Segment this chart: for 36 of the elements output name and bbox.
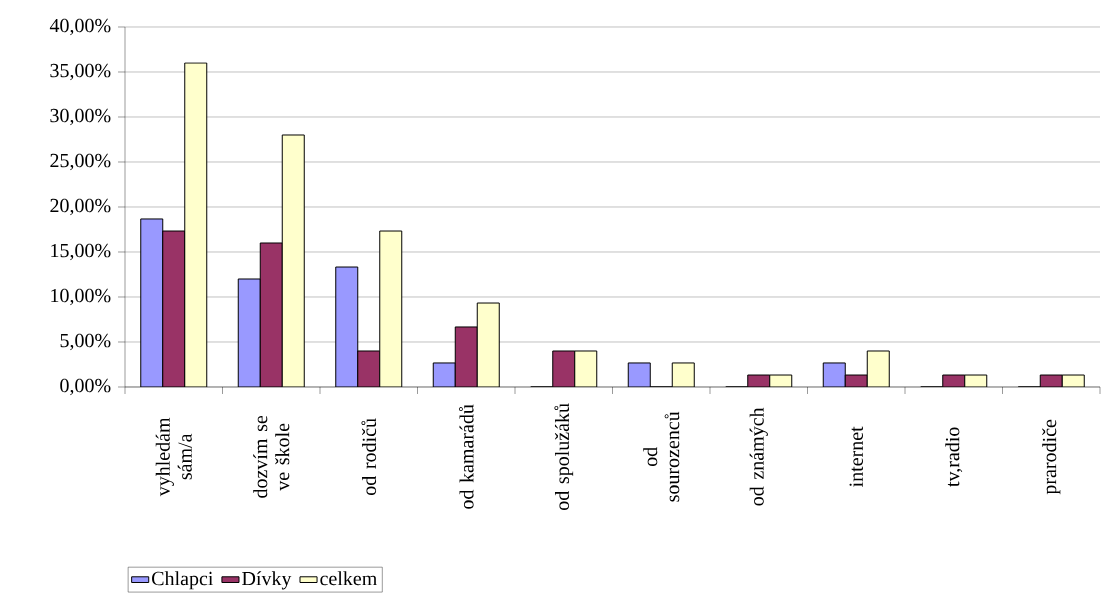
x-tick-label: od sourozenců bbox=[643, 411, 680, 502]
y-tick-label: 40,00% bbox=[49, 18, 111, 36]
bar bbox=[379, 230, 403, 387]
x-tick-label: od spolužáků bbox=[554, 403, 574, 510]
x-tick-label: prarodiče bbox=[1042, 419, 1061, 495]
bar bbox=[281, 134, 305, 387]
x-tick-label: dozvím se ve škole bbox=[253, 415, 290, 498]
bar bbox=[259, 242, 283, 387]
legend-label: Chlapci bbox=[152, 571, 214, 590]
bar bbox=[476, 302, 500, 387]
bar bbox=[162, 230, 186, 387]
bar bbox=[335, 266, 359, 387]
y-tick-label: 30,00% bbox=[50, 108, 111, 126]
bar bbox=[552, 350, 576, 387]
bar bbox=[866, 350, 890, 387]
bar bbox=[574, 350, 598, 387]
bar bbox=[454, 326, 478, 387]
y-tick-label: 5,00% bbox=[60, 333, 111, 351]
x-tick-label: od známých bbox=[749, 407, 768, 506]
x-tick-label: tv,radio bbox=[945, 427, 963, 487]
x-tick-label: od rodičů bbox=[361, 418, 377, 495]
bar bbox=[140, 218, 164, 387]
legend-label: celkem bbox=[320, 571, 377, 586]
bar bbox=[184, 62, 208, 387]
x-tick-label: vyhledám sám/a bbox=[155, 417, 192, 497]
y-tick-label: 20,00% bbox=[50, 198, 111, 216]
x-tick-label: od kamarádů bbox=[458, 404, 474, 509]
y-tick-label: 35,00% bbox=[50, 63, 111, 81]
legend-label: Dívky bbox=[242, 571, 292, 590]
x-tick-label: internet bbox=[849, 426, 863, 487]
y-tick-label: 0,00% bbox=[60, 378, 111, 396]
y-tick-label: 25,00% bbox=[50, 153, 111, 171]
y-tick-label: 10,00% bbox=[51, 288, 111, 306]
y-tick-label: 15,00% bbox=[51, 243, 111, 261]
bar bbox=[237, 278, 261, 387]
bar bbox=[357, 350, 381, 387]
